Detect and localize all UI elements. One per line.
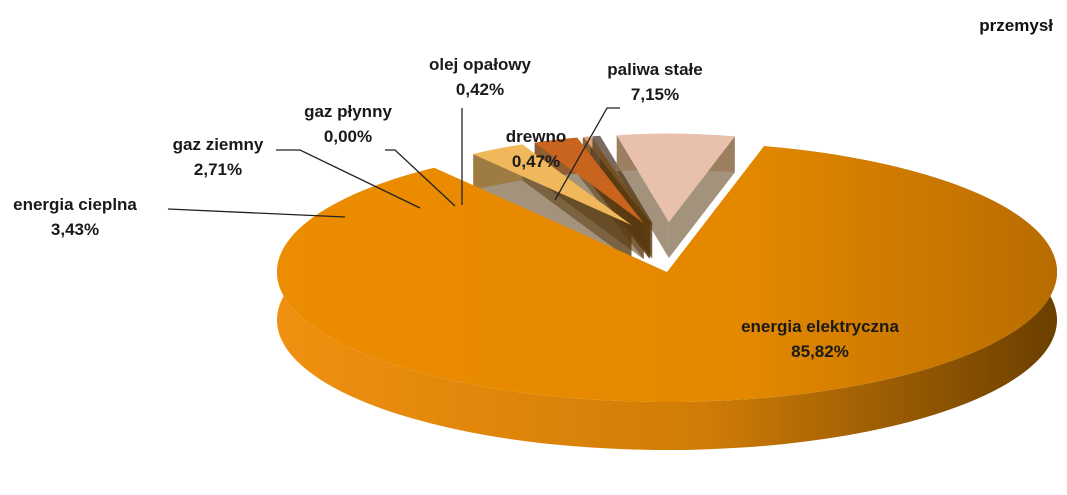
chart-title: przemysł [979, 16, 1053, 35]
slice-value-3: 0,00% [324, 127, 372, 146]
slice-top-6 [616, 133, 735, 223]
slice-top-1 [473, 144, 632, 226]
slice-top-0 [277, 146, 1057, 402]
slice-value-1: 3,43% [51, 220, 99, 239]
leader-line-2 [276, 149, 421, 209]
slice-value-6: 7,15% [631, 85, 679, 104]
slice-value-2: 2,71% [194, 160, 242, 179]
slice-label-2: gaz ziemny [173, 135, 264, 154]
slice-value-5: 0,47% [512, 152, 560, 171]
slice-0 [277, 146, 1058, 451]
slice-wall-6-1 [668, 136, 735, 259]
slice-label-3: gaz płynny [304, 102, 392, 121]
slice-wall-1-0 [473, 154, 632, 262]
slice-1 [473, 144, 632, 262]
leader-line-6 [554, 107, 620, 201]
leader-line-3 [385, 149, 456, 207]
slice-label-6: paliwa stałe [607, 60, 702, 79]
slice-wall-6-0 [616, 135, 669, 259]
slice-label-1: energia cieplna [13, 195, 137, 214]
slice-label-5: drewno [506, 127, 566, 146]
slice-6 [616, 133, 735, 259]
slice-label-0: energia elektryczna [741, 317, 899, 336]
slice-top-2 [534, 137, 644, 224]
leader-line-1 [167, 208, 346, 218]
slice-label-4: olej opałowy [429, 55, 532, 74]
slice-value-0: 85,82% [791, 342, 849, 361]
slice-value-4: 0,42% [456, 80, 504, 99]
